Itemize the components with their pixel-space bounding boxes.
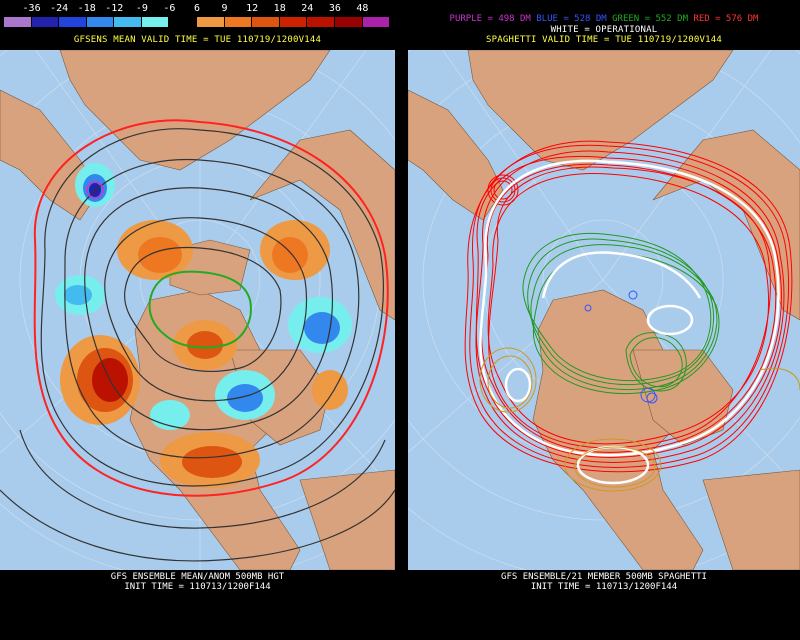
colorbar-swatch	[307, 17, 335, 27]
anomaly-colorbar: -36 -24 -18 -12 -9 -6 6 9 12 18 24 36 48	[4, 2, 391, 28]
colorbar-label: 6	[193, 3, 201, 14]
red-576-spaghetti	[464, 140, 793, 473]
colorbar-labels: -36 -24 -18 -12 -9 -6 6 9 12 18 24 36 48	[4, 2, 390, 14]
spaghetti-footer-line1: GFS ENSEMBLE/21 MEMBER 500MB SPAGHETTI	[501, 572, 707, 582]
spaghetti-map	[408, 50, 800, 570]
colorbar-label: -18	[77, 3, 96, 14]
mean-footer-line1: GFS ENSEMBLE MEAN/ANOM 500MB HGT	[110, 572, 285, 582]
mean-map-svg	[0, 50, 395, 570]
colorbar-swatch	[114, 17, 142, 27]
colorbar-label: -6	[163, 3, 176, 14]
green-552-contour	[148, 270, 252, 349]
colorbar-swatch	[334, 17, 363, 27]
spaghetti-legend: PURPLE = 498 DM BLUE = 528 DM GREEN = 55…	[408, 14, 800, 24]
colorbar-swatch	[197, 17, 225, 27]
spaghetti-map-svg	[408, 50, 800, 570]
colorbar-swatch	[59, 17, 87, 27]
height-contours	[0, 128, 395, 562]
colorbar-swatch	[224, 17, 253, 27]
colorbar-label: 9	[221, 3, 228, 14]
mean-valid-time-title: GFSENS MEAN VALID TIME = TUE 110719/1200…	[73, 35, 322, 45]
colorbar-swatch	[169, 17, 198, 27]
colorbar-label: -12	[105, 3, 124, 14]
legend-white: WHITE = OPERATIONAL	[550, 25, 658, 35]
mean-footer-line2: INIT TIME = 110713/1200F144	[124, 582, 271, 592]
colorbar-label: 12	[246, 3, 259, 14]
colorbar-swatch	[86, 17, 115, 27]
colorbar-label: 18	[273, 3, 286, 14]
legend-green: GREEN = 552 DM	[612, 14, 688, 24]
land-masses	[408, 50, 800, 570]
legend-blue: BLUE = 528 DM	[536, 14, 607, 24]
colorbar-label: -9	[135, 3, 148, 14]
spaghetti-panel: PURPLE = 498 DM BLUE = 528 DM GREEN = 55…	[408, 0, 800, 640]
red-576-contour	[33, 119, 389, 497]
blue-528-spaghetti	[584, 290, 658, 404]
colorbar-swatch	[252, 17, 280, 27]
colorbar-label: 36	[328, 3, 341, 14]
colorbar-swatch	[279, 17, 308, 27]
legend-red: RED = 576 DM	[693, 14, 759, 24]
colorbar-swatch	[362, 17, 391, 27]
colorbar-swatch	[4, 17, 32, 27]
purple-contour	[86, 181, 104, 199]
colorbar-label: 24	[301, 3, 314, 14]
colorbar-label: -36	[22, 3, 41, 14]
colorbar-label: 48	[356, 3, 369, 14]
gold-spaghetti	[479, 347, 800, 492]
panel-divider	[395, 0, 408, 640]
colorbar-swatches	[4, 17, 391, 27]
colorbar-swatch	[31, 17, 60, 27]
spaghetti-valid-time-title: SPAGHETTI VALID TIME = TUE 110719/1200V1…	[486, 35, 722, 45]
ensemble-mean-panel: -36 -24 -18 -12 -9 -6 6 9 12 18 24 36 48 GFSENS MEAN…	[0, 0, 395, 640]
mean-anomaly-map	[0, 50, 395, 570]
spaghetti-footer-line2: INIT TIME = 110713/1200F144	[530, 582, 678, 592]
legend-purple: PURPLE = 498 DM	[449, 14, 531, 24]
colorbar-label: -24	[50, 3, 69, 14]
colorbar-swatch	[141, 17, 170, 27]
